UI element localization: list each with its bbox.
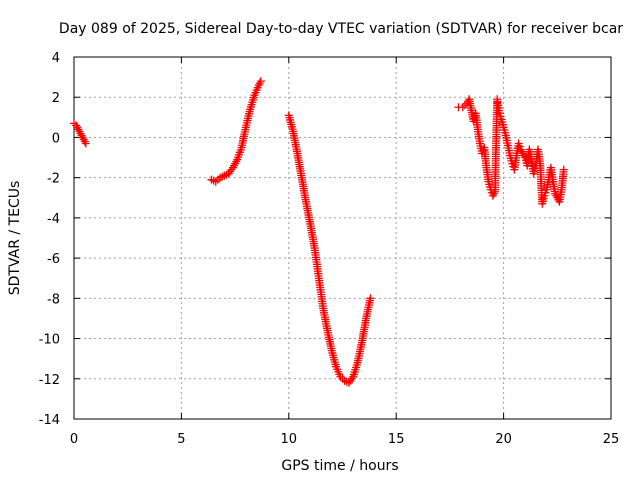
data-point-marker	[226, 167, 235, 176]
data-point-marker	[551, 189, 560, 198]
data-point-marker	[488, 191, 497, 200]
y-tick-label: -8	[47, 292, 60, 307]
data-point-marker	[77, 131, 86, 140]
data-point-marker	[220, 171, 229, 180]
data-point-marker	[517, 147, 526, 156]
y-tick-label: -10	[39, 333, 60, 348]
data-point-marker	[78, 133, 87, 142]
y-tick-label: -2	[47, 172, 60, 187]
data-point-marker	[228, 163, 237, 172]
data-point-marker	[75, 127, 84, 136]
x-tick-label: 5	[177, 432, 185, 447]
y-axis-label: SDTVAR / TECUs	[7, 181, 23, 296]
data-point-marker	[80, 137, 89, 146]
plot-frame	[73, 56, 612, 420]
x-tick-label: 0	[70, 432, 78, 447]
data-point-marker	[255, 79, 264, 88]
y-tick-label: -12	[39, 373, 60, 388]
chart-title: Day 089 of 2025, Sidereal Day-to-day VTE…	[59, 21, 623, 37]
data-point-marker	[73, 123, 82, 132]
data-point-marker	[74, 125, 83, 134]
data-point-marker	[81, 139, 90, 148]
y-tick-label: 4	[52, 51, 60, 66]
x-tick-label: 20	[495, 432, 512, 447]
x-tick-label: 25	[603, 432, 620, 447]
data-point-marker	[516, 145, 525, 154]
grid-layer	[74, 57, 611, 419]
data-point-marker	[559, 165, 568, 174]
data-point-marker	[72, 121, 81, 130]
x-tick-label: 15	[388, 432, 405, 447]
data-point-marker	[346, 376, 355, 385]
data-point-marker	[224, 169, 233, 178]
y-tick-label: 0	[52, 131, 60, 146]
y-tick-label: -14	[39, 413, 60, 428]
data-point-marker	[227, 165, 236, 174]
y-tick-label: -6	[47, 252, 60, 267]
data-point-marker	[211, 177, 220, 186]
data-point-marker	[458, 103, 467, 112]
data-point-marker	[366, 294, 375, 303]
data-point-marker	[256, 77, 265, 86]
ticks-layer: 0 5 10 15 20 25 -14 -12 -10 -8 -6 -4 -2 0 2 4	[39, 51, 620, 447]
x-axis-label: GPS time / hours	[281, 458, 398, 474]
data-point-marker	[552, 191, 561, 200]
data-point-marker	[232, 157, 241, 166]
data-point-marker	[520, 151, 529, 160]
data-marks	[70, 77, 568, 387]
data-point-marker	[230, 161, 239, 170]
data-point-marker	[231, 159, 240, 168]
data-point-marker	[254, 81, 263, 90]
data-point-marker	[347, 374, 356, 383]
y-tick-label: -4	[47, 212, 60, 227]
data-point-marker	[344, 378, 353, 387]
data-point-marker	[489, 189, 498, 198]
y-tick-label: 2	[52, 91, 60, 106]
x-tick-label: 10	[281, 432, 298, 447]
data-point-marker	[79, 135, 88, 144]
data-point-marker	[76, 129, 85, 138]
